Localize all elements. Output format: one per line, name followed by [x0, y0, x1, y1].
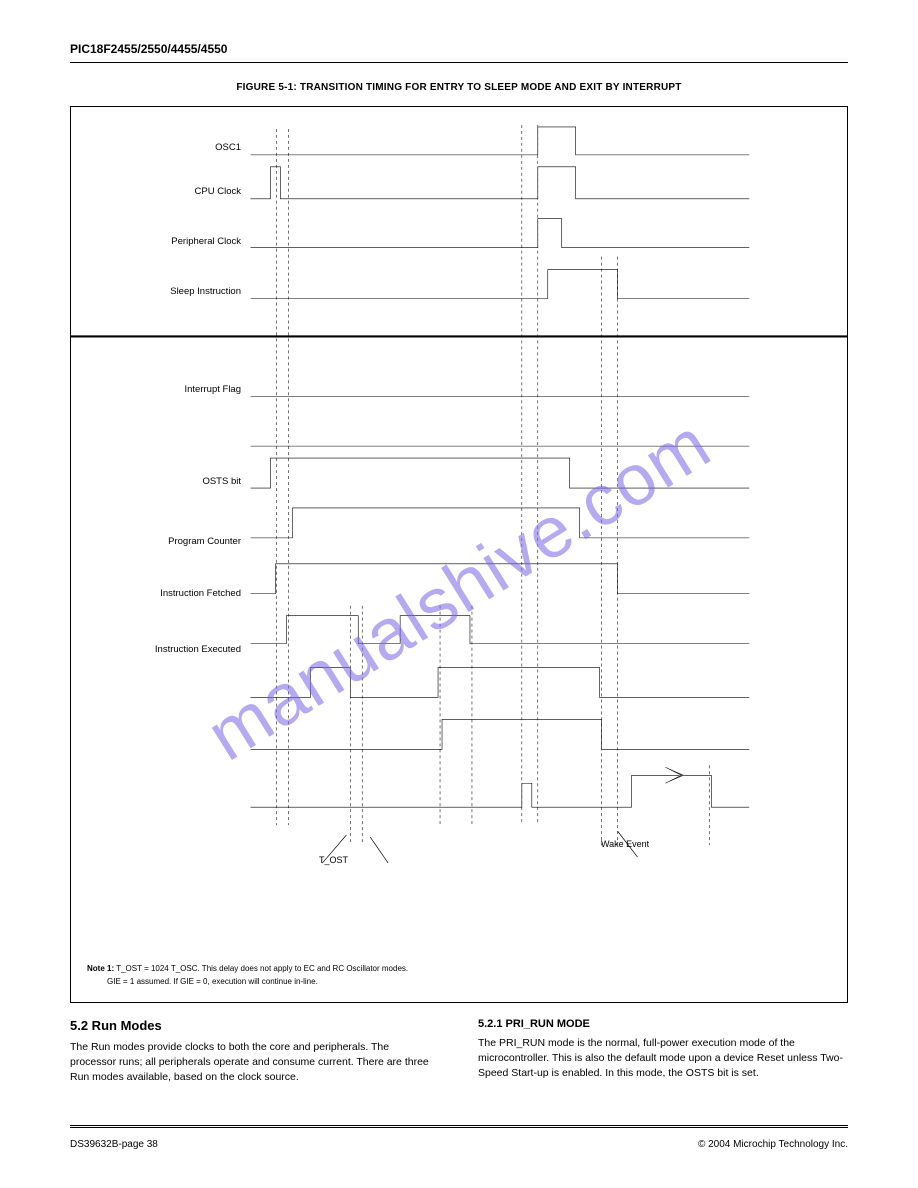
footer-right: © 2004 Microchip Technology Inc.: [698, 1139, 848, 1150]
section-para2: The PRI_RUN mode is the normal, full-pow…: [478, 1036, 848, 1082]
notes-title: Note 1:: [87, 964, 114, 973]
page-header: PIC18F2455/2550/4455/4550: [70, 42, 848, 56]
figure-box: OSC1 CPU Clock Peripheral Clock Sleep In…: [70, 106, 848, 1003]
footer-rule-bot: [70, 1127, 848, 1128]
figure-notes: Note 1: T_OST = 1024 T_OSC. This delay d…: [87, 963, 408, 988]
header-left: PIC18F2455/2550/4455/4550: [70, 42, 227, 56]
header-rule: [70, 62, 848, 63]
section-heading: 5.2 Run Modes: [70, 1018, 162, 1033]
subsection-heading: 5.2.1 PRI_RUN MODE: [478, 1018, 590, 1030]
note-2: GIE = 1 assumed. If GIE = 0, execution w…: [107, 977, 318, 986]
note-1: T_OST = 1024 T_OSC. This delay does not …: [116, 964, 408, 973]
page: PIC18F2455/2550/4455/4550 FIGURE 5-1: TR…: [0, 0, 918, 1188]
page-footer: DS39632B-page 38 © 2004 Microchip Techno…: [70, 1139, 848, 1150]
footer-left: DS39632B-page 38: [70, 1139, 158, 1150]
timing-diagram: [71, 107, 847, 1002]
footer-rule-top: [70, 1125, 848, 1126]
figure-caption: FIGURE 5-1: TRANSITION TIMING FOR ENTRY …: [70, 82, 848, 93]
section-para1: The Run modes provide clocks to both the…: [70, 1040, 430, 1086]
